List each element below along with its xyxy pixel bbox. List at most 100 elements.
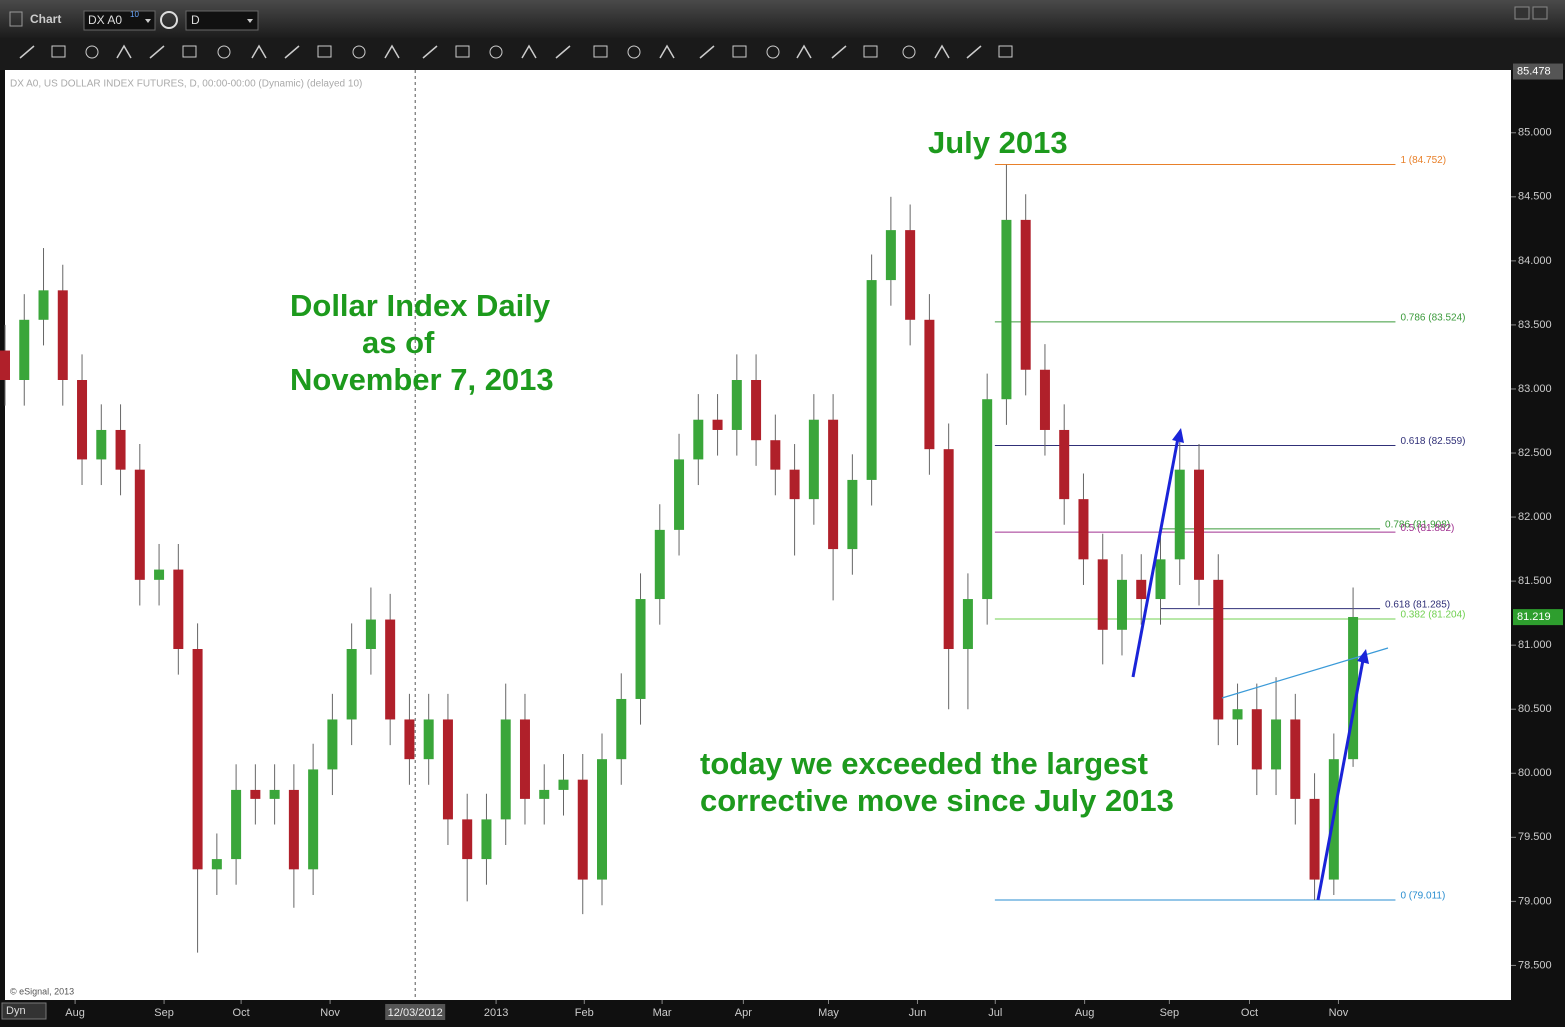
- candle-body: [365, 619, 376, 650]
- tool-icon: [422, 45, 438, 59]
- candle-body: [1039, 369, 1050, 430]
- symbol-box[interactable]: [83, 10, 156, 31]
- candle-body: [1001, 219, 1012, 400]
- window-icon: [9, 11, 23, 27]
- x-tick-label: May: [818, 1007, 839, 1019]
- y-tick-label: 81.000: [1518, 639, 1552, 651]
- candle-body: [500, 719, 511, 820]
- tool-icon: [521, 44, 537, 59]
- annotation: July 2013: [928, 125, 1068, 160]
- candle-body: [327, 719, 338, 770]
- annotation: today we exceeded the largest: [700, 746, 1148, 781]
- candle-body: [519, 719, 530, 799]
- candle-body: [654, 529, 665, 600]
- candle-body: [616, 698, 627, 760]
- tool-icon: [766, 45, 780, 59]
- y-tick-label: 85.000: [1518, 127, 1552, 139]
- candle-body: [231, 789, 242, 860]
- tool-icon: [998, 45, 1013, 58]
- candle-body: [847, 479, 858, 550]
- candle-body: [442, 719, 453, 820]
- candle-body: [1116, 579, 1127, 630]
- y-tick-label: 83.500: [1518, 319, 1552, 331]
- x-tick-label: Nov: [320, 1007, 340, 1019]
- crosshair-label-box: [385, 1004, 446, 1020]
- x-tick-label: Jun: [909, 1007, 927, 1019]
- candle-body: [943, 449, 954, 650]
- x-tick-label: Aug: [65, 1007, 85, 1019]
- tool-icon: [699, 45, 715, 59]
- candle-body: [885, 230, 896, 281]
- candle-body: [481, 819, 492, 860]
- price-marker-label: 81.219: [1517, 611, 1551, 623]
- tool-icon: [284, 45, 300, 59]
- fib-label: 0.382 (81.204): [1400, 610, 1465, 621]
- candle-body: [828, 419, 839, 550]
- arrow-head: [1172, 428, 1184, 443]
- x-tick-label: Apr: [735, 1007, 752, 1019]
- mode: Dyn: [6, 1005, 26, 1017]
- candle-body: [789, 469, 800, 500]
- tool-icon: [149, 45, 165, 59]
- candle-body: [597, 759, 608, 880]
- candle-body: [404, 719, 415, 760]
- candle-body: [385, 619, 396, 720]
- candle-body: [269, 789, 280, 799]
- candle-body: [731, 380, 742, 430]
- toolbar: [0, 38, 1565, 70]
- candle-body: [1213, 579, 1224, 720]
- annotation: corrective move since July 2013: [700, 783, 1174, 818]
- tool-icon: [555, 45, 571, 59]
- candle-body: [770, 440, 781, 470]
- candle-body: [1020, 219, 1031, 370]
- candle-body: [423, 719, 434, 760]
- candle-body: [577, 779, 588, 880]
- fib-label: 0 (79.011): [1400, 891, 1445, 902]
- window-button[interactable]: [1532, 6, 1548, 20]
- x-tick-label: Oct: [1241, 1007, 1258, 1019]
- tool-icon: [863, 45, 878, 58]
- interval: D: [191, 13, 200, 27]
- candle-body: [115, 429, 126, 470]
- candle-body: [1348, 616, 1359, 760]
- fib-label: 0.786 (81.908): [1385, 519, 1450, 530]
- candle-body: [0, 350, 10, 380]
- candle-body: [1251, 709, 1262, 770]
- candle-body: [674, 459, 685, 530]
- candle-body: [558, 779, 569, 790]
- plot: 1 (84.752) 0.786 (83.524) 0.618 (82.559) 0.…: [0, 70, 1466, 1000]
- dropdown-arrow: [145, 19, 151, 23]
- annotation: Dollar Index Daily: [290, 288, 551, 323]
- tool-icon: [659, 44, 675, 59]
- candle-body: [808, 419, 819, 500]
- tool-icon: [455, 45, 470, 58]
- candle-body: [1078, 499, 1089, 560]
- candle-body: [96, 429, 107, 460]
- tool-icon: [85, 45, 99, 59]
- interval-box[interactable]: [185, 10, 259, 31]
- y-tick-label: 83.000: [1518, 383, 1552, 395]
- candle-body: [751, 380, 762, 441]
- candle-body: [1059, 429, 1070, 500]
- candle-body: [211, 859, 222, 870]
- y-tick-label: 84.000: [1518, 255, 1552, 267]
- arrow: [1316, 659, 1365, 901]
- candle-body: [308, 769, 319, 870]
- fib-label: 0.618 (82.559): [1400, 436, 1465, 447]
- tool-icon: [116, 44, 132, 59]
- mode-box[interactable]: [1, 1002, 47, 1020]
- plot-area: [5, 70, 1511, 1000]
- candle-body: [982, 399, 993, 600]
- y-tick-label: 82.000: [1518, 511, 1552, 523]
- y-tick-label: 79.000: [1518, 895, 1552, 907]
- window-button[interactable]: [1514, 6, 1530, 20]
- settings-button[interactable]: [160, 11, 178, 29]
- annotation: November 7, 2013: [290, 362, 554, 397]
- tool-icon: [251, 44, 267, 59]
- tool-icon: [317, 45, 332, 58]
- price-marker-label: 85.478: [1517, 65, 1551, 77]
- arrow-head: [1357, 649, 1369, 664]
- tool-icon: [384, 44, 400, 59]
